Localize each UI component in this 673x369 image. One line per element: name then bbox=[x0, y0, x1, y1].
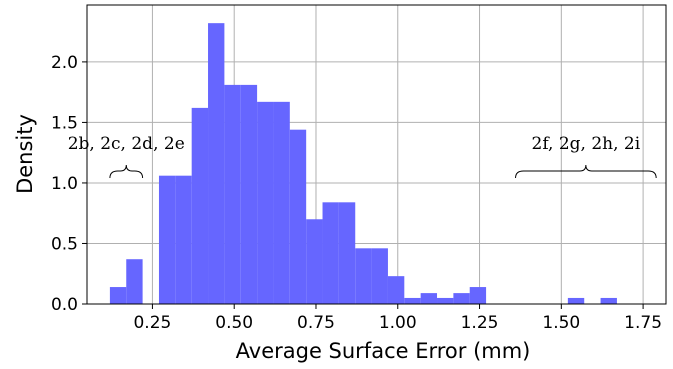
x-tick-label: 1.50 bbox=[542, 313, 580, 333]
histogram-bar bbox=[355, 248, 372, 304]
x-tick-label: 0.50 bbox=[215, 313, 253, 333]
y-tick-label: 1.0 bbox=[51, 174, 78, 194]
y-tick-label: 2.0 bbox=[51, 53, 78, 73]
grid-lines bbox=[87, 5, 666, 305]
annotation-brace bbox=[109, 164, 144, 179]
x-tick-label: 0.75 bbox=[297, 313, 335, 333]
histogram-bar bbox=[437, 297, 454, 304]
x-tick-label: 1.75 bbox=[624, 313, 662, 333]
x-tick-label: 0.25 bbox=[133, 313, 171, 333]
histogram-bars bbox=[109, 23, 617, 304]
histogram-bar bbox=[567, 297, 585, 304]
histogram-bar bbox=[175, 175, 192, 304]
histogram-bar bbox=[126, 259, 143, 304]
histogram-bar bbox=[109, 287, 127, 304]
histogram-bar bbox=[404, 297, 421, 304]
histogram-bar bbox=[158, 175, 176, 304]
histogram-bar bbox=[273, 101, 290, 304]
x-tick-label: 1.00 bbox=[379, 313, 417, 333]
plot-frame bbox=[86, 4, 667, 305]
x-axis-title: Average Surface Error (mm) bbox=[236, 339, 531, 363]
annotation-label: 2b, 2c, 2d, 2e bbox=[68, 134, 185, 154]
y-axis-ticks: 0.0 0.5 1.0 1.5 2.0 bbox=[51, 53, 87, 315]
histogram-bar bbox=[469, 287, 487, 304]
histogram-bar bbox=[371, 248, 388, 304]
histogram-bar bbox=[600, 297, 617, 304]
histogram-bar bbox=[289, 129, 307, 304]
histogram-bar bbox=[453, 293, 470, 304]
annotation-brace bbox=[515, 164, 657, 179]
y-tick-label: 0.5 bbox=[51, 234, 78, 254]
x-tick-label: 1.25 bbox=[461, 313, 499, 333]
y-tick-label: 1.5 bbox=[51, 113, 78, 133]
annotations: 2b, 2c, 2d, 2e 2f, 2g, 2h, 2i bbox=[68, 134, 657, 179]
y-axis-title: Density bbox=[13, 114, 37, 194]
x-axis-ticks: 0.25 0.50 0.75 1.00 1.25 1.50 1.75 bbox=[133, 304, 662, 333]
histogram-bar bbox=[240, 84, 258, 304]
histogram-bar bbox=[306, 219, 323, 304]
histogram-bar bbox=[338, 202, 356, 304]
y-tick-label: 0.0 bbox=[51, 295, 78, 315]
histogram-bar bbox=[208, 23, 225, 304]
histogram-bar bbox=[257, 101, 274, 304]
annotation-label: 2f, 2g, 2h, 2i bbox=[532, 134, 641, 154]
histogram-bar bbox=[191, 107, 209, 304]
histogram-bar bbox=[224, 84, 241, 304]
histogram-bar bbox=[420, 293, 438, 304]
histogram-bar bbox=[322, 202, 339, 304]
histogram-bar bbox=[387, 276, 405, 304]
